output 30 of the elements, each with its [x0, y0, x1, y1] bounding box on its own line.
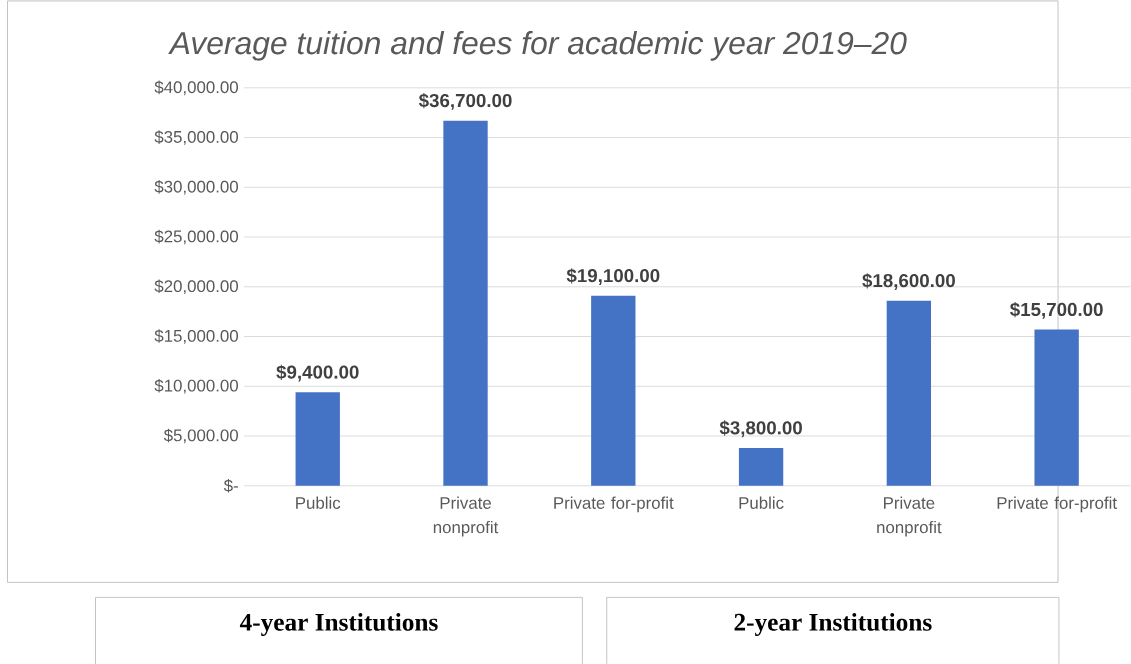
bar [591, 295, 636, 486]
y-tick-label: $20,000.00 [154, 279, 239, 294]
x-tick-label: Private for-profit [997, 496, 1117, 513]
bar [295, 392, 340, 486]
x-tick-label: Public [296, 496, 341, 509]
y-tick-label: $25,000.00 [154, 229, 239, 245]
x-tick-label: Private for-profit [554, 496, 674, 513]
x-tick-label: Private nonprofit [433, 496, 499, 537]
chart-title: Average tuition and fees for academic year 2019–20 [168, 30, 907, 61]
data-label: $9,400.00 [276, 364, 359, 382]
data-label: $19,100.00 [566, 268, 660, 285]
data-label: $3,800.00 [719, 420, 802, 438]
data-label: $15,700.00 [1010, 301, 1103, 319]
bar [1034, 329, 1079, 486]
data-label: $18,600.00 [862, 272, 955, 290]
y-tick-label: $35,000.00 [154, 130, 239, 145]
bar [738, 447, 784, 486]
y-tick-label: $- [223, 478, 238, 493]
bar [443, 120, 488, 486]
x-tick-label: Private nonprofit [877, 496, 942, 537]
x-tick-label: Public [739, 496, 784, 509]
y-tick-label: $10,000.00 [154, 378, 239, 394]
bar [886, 300, 932, 486]
text: 2-year Institutions [734, 612, 932, 636]
y-tick-label: $5,000.00 [163, 428, 239, 444]
y-tick-label: $40,000.00 [154, 80, 239, 95]
text: 4-year Institutions [239, 612, 438, 636]
y-tick-label: $15,000.00 [154, 329, 239, 344]
data-label: $36,700.00 [418, 92, 512, 110]
y-tick-label: $30,000.00 [154, 179, 239, 195]
